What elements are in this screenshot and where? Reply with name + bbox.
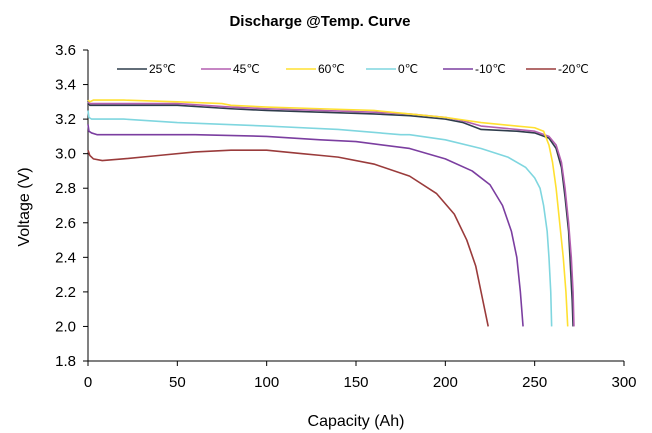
plot-area: 1.8 2.0 2.2 2.4 2.6 2.8 3.0 3.2 3.4 3.6 0 50 100 150 2… (55, 42, 636, 391)
series-layer (87, 99, 575, 327)
x-tick-label: 250 (522, 374, 547, 391)
y-tick-label: 3.0 (55, 146, 76, 163)
y-axis-label: Voltage (V) (16, 167, 33, 246)
x-tick-label: 300 (611, 374, 636, 391)
y-tick-label: 1.8 (55, 353, 76, 370)
x-tick-label: 150 (343, 374, 368, 391)
y-tick-label: 3.4 (55, 77, 76, 94)
y-tick-label: 3.2 (55, 111, 76, 128)
legend-label: 25℃ (149, 62, 176, 76)
y-tick-label: 3.6 (55, 42, 76, 59)
legend-label: -20℃ (558, 62, 589, 76)
x-tick-label: 50 (169, 374, 186, 391)
x-axis-label: Capacity (Ah) (308, 413, 405, 430)
y-tick-label: 2.8 (55, 180, 76, 197)
y-tick-label: 2.6 (55, 215, 76, 232)
legend-label: -10℃ (475, 62, 506, 76)
x-tick-label: 0 (84, 374, 92, 391)
chart-title: Discharge @Temp. Curve (229, 13, 410, 30)
series-line-2 (87, 99, 569, 327)
y-tick-label: 2.4 (55, 249, 76, 266)
y-tick-label: 2.0 (55, 318, 76, 335)
series-line-1 (87, 101, 575, 327)
legend-label: 0℃ (398, 62, 418, 76)
legend: 25℃ 45℃ 60℃ 0℃ -10℃ -20℃ (117, 62, 589, 76)
x-tick-label: 200 (433, 374, 458, 391)
legend-label: 45℃ (233, 62, 260, 76)
y-tick-label: 2.2 (55, 284, 76, 301)
series-line-0 (87, 101, 574, 327)
x-tick-label: 100 (254, 374, 279, 391)
series-line-3 (87, 110, 553, 327)
legend-label: 60℃ (318, 62, 345, 76)
series-line-5 (87, 149, 489, 327)
series-line-4 (87, 124, 524, 327)
